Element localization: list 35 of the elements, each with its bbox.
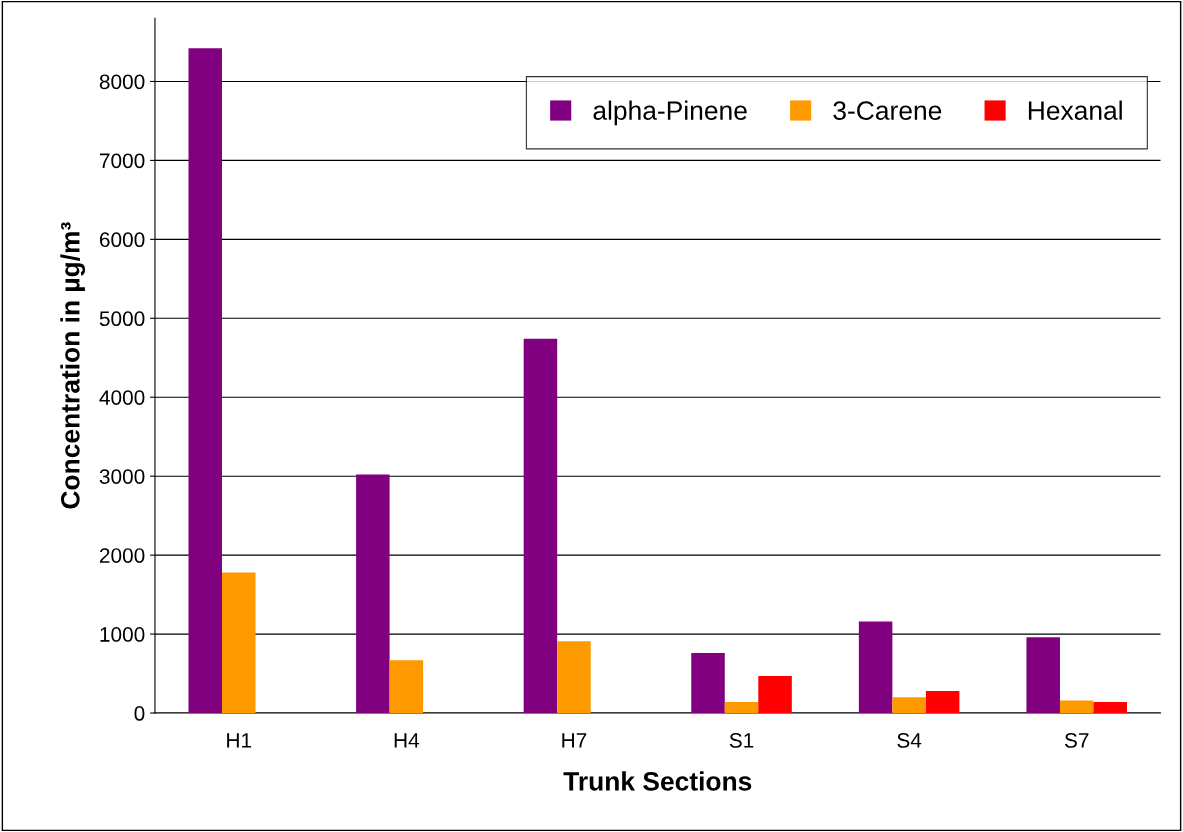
y-tick-label: 4000: [99, 390, 145, 405]
bar: [222, 572, 256, 714]
x-tick-label: H4: [394, 733, 420, 748]
bar: [925, 690, 960, 714]
bar: [892, 697, 926, 714]
y-tick-label: 2000: [99, 548, 145, 563]
x-tick-label: S1: [729, 733, 754, 748]
bar: [1059, 700, 1094, 714]
y-tick-label: 0: [134, 706, 145, 721]
bar: [1093, 701, 1127, 714]
y-tick-label: 3000: [99, 469, 145, 484]
bar: [691, 653, 725, 714]
legend-label: 3-Carene: [833, 101, 942, 120]
y-tick-label: 8000: [99, 74, 145, 90]
bar: [523, 338, 558, 714]
x-tick-label: H7: [562, 733, 587, 748]
bar: [188, 48, 223, 714]
x-tick-label: S7: [1064, 733, 1089, 748]
x-axis-title: Trunk Sections: [563, 771, 752, 791]
bar: [356, 474, 390, 714]
legend-label: alpha-Pinene: [593, 100, 747, 126]
bar: [389, 660, 424, 714]
x-tick-label: S4: [897, 733, 922, 748]
bar: [557, 641, 591, 714]
bar: [1026, 637, 1060, 714]
legend-label: Hexanal: [1028, 100, 1122, 120]
y-tick-label: 1000: [100, 627, 145, 642]
bar: [724, 701, 759, 714]
y-tick-label: 7000: [99, 153, 145, 169]
y-axis-title: Concentration in µg/m³: [60, 222, 86, 509]
x-tick-label: H1: [227, 733, 252, 748]
bar: [858, 621, 893, 714]
y-tick-label: 5000: [99, 311, 145, 327]
bar: [758, 675, 792, 714]
y-tick-label: 6000: [99, 232, 145, 248]
